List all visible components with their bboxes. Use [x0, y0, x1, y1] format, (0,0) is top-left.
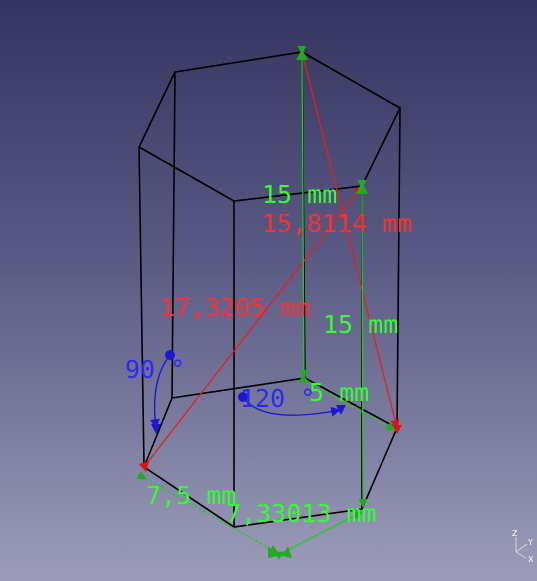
angle-marker-vertical-start: [165, 350, 175, 360]
green-marker-bottom-right: [282, 546, 292, 558]
distance-line-long: [143, 185, 363, 468]
label-edge-bottom[interactable]: 7,33013 mm: [226, 499, 377, 528]
axis-y-line: [515, 543, 528, 553]
green-marker-upper-right: [356, 182, 368, 194]
distance-marker-left: [139, 461, 149, 472]
label-height-top[interactable]: 15 mm: [262, 180, 337, 209]
angle-marker-hex-start: [238, 392, 248, 402]
label-edge-front[interactable]: 7,5 mm: [146, 481, 236, 510]
label-edge-top[interactable]: 5 mm: [309, 378, 369, 407]
distance-dimensions: [143, 51, 400, 468]
top-hexagon-face: [137, 51, 402, 202]
axis-x-label: X: [528, 555, 534, 564]
green-marker-bottom-left: [268, 546, 278, 558]
angle-endpoints: [151, 350, 346, 434]
vertical-edge-5: [171, 71, 176, 399]
angle-arc-hex: [242, 396, 341, 417]
vertical-edge-1: [138, 146, 145, 468]
height-dim-line-top: [297, 45, 309, 379]
edge-dim-line-top: [298, 374, 396, 431]
edge-dim-line-front: [136, 471, 279, 554]
green-marker-top: [296, 49, 308, 60]
axis-z-label: Z: [512, 529, 518, 538]
axis-x-line: [515, 551, 527, 559]
axis-y-label: Y: [527, 538, 533, 547]
label-angle-vertical[interactable]: 90 °: [125, 355, 185, 384]
axis-cross: Z Y X: [512, 529, 534, 564]
edge-dim-line-bottom: [274, 511, 363, 560]
angle-arc-vertical: [150, 354, 171, 429]
distance-line-short: [301, 51, 400, 429]
label-distance-long[interactable]: 17,3205 mm: [160, 293, 311, 322]
angle-dimensions: [150, 354, 341, 429]
angle-marker-hex-end: [336, 405, 346, 415]
label-height-right[interactable]: 15 mm: [323, 310, 398, 339]
label-angle-hex[interactable]: 120 °: [240, 384, 315, 413]
linear-endpoints: [268, 49, 368, 558]
height-dim-line-right: [357, 179, 368, 508]
linear-dimensions: [136, 45, 396, 560]
hex-prism-wireframe: [137, 51, 402, 528]
dimension-labels: 15 mm 15,8114 mm 17,3205 mm 15 mm 90 ° 5…: [125, 180, 413, 528]
vertical-edge-4: [396, 107, 401, 429]
angle-marker-vertical-end: [151, 424, 161, 434]
label-distance-short[interactable]: 15,8114 mm: [262, 209, 413, 238]
